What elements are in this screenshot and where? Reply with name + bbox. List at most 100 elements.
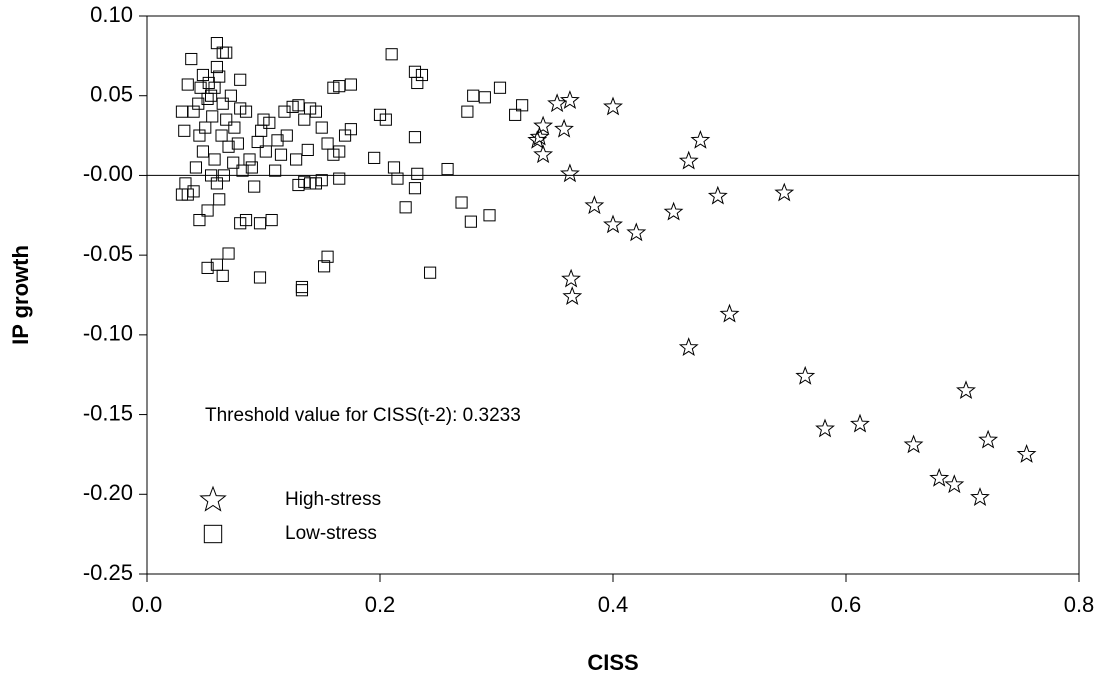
data-point: [189, 161, 203, 174]
data-point: [678, 337, 699, 357]
data-point: [271, 134, 284, 147]
data-point: [193, 129, 206, 142]
data-point: [626, 222, 647, 242]
data-point: [424, 266, 437, 279]
data-point: [179, 177, 192, 190]
data-point: [215, 129, 228, 142]
data-point: [559, 163, 580, 183]
x-tick-label: 0.2: [365, 592, 396, 617]
data-point: [265, 213, 278, 227]
data-point: [278, 105, 291, 118]
data-point: [455, 196, 468, 209]
data-point: [185, 52, 198, 66]
data-point: [368, 151, 381, 164]
x-tick-label: 0.0: [132, 592, 163, 617]
data-point: [533, 144, 554, 164]
data-point: [201, 204, 214, 217]
data-point: [295, 284, 309, 297]
y-tick-label: -0.10: [83, 321, 133, 346]
y-tick-label: -0.20: [83, 480, 133, 505]
data-point: [217, 169, 230, 182]
data-point: [204, 89, 218, 102]
data-point: [903, 434, 924, 454]
data-point: [584, 195, 605, 215]
data-point: [216, 97, 229, 110]
data-point: [411, 167, 424, 180]
data-point: [533, 115, 554, 135]
data-point: [493, 81, 507, 94]
data-point: [795, 365, 816, 385]
data-point: [255, 124, 268, 137]
data-point: [562, 286, 583, 306]
annotation: Threshold value for CISS(t-2): 0.3233: [205, 405, 521, 426]
legend-marker: [199, 485, 227, 512]
data-point: [236, 164, 249, 177]
data-point: [220, 113, 233, 126]
x-tick-label: 0.8: [1064, 592, 1095, 617]
data-point: [815, 418, 835, 438]
data-point: [239, 213, 253, 227]
data-point: [678, 150, 699, 170]
data-point: [944, 474, 965, 494]
data-point: [321, 250, 334, 263]
data-point: [213, 193, 226, 206]
y-tick-label: -0.00: [83, 161, 133, 186]
data-point: [298, 113, 311, 126]
data-point: [269, 164, 282, 177]
data-point: [707, 185, 728, 205]
data-point: [243, 153, 256, 166]
data-point: [850, 413, 870, 433]
data-point: [206, 110, 219, 123]
data-point: [222, 247, 235, 260]
data-point: [292, 178, 305, 192]
data-point: [175, 105, 189, 118]
data-point: [196, 145, 209, 158]
data-point: [234, 102, 247, 115]
data-point: [399, 201, 412, 214]
data-point: [970, 487, 990, 506]
legend-label: High-stress: [285, 489, 381, 510]
data-point: [333, 172, 346, 185]
data-point: [379, 113, 392, 126]
x-tick-label: 0.6: [831, 592, 862, 617]
data-point: [295, 280, 309, 294]
data-point: [690, 129, 711, 149]
data-point: [774, 182, 795, 202]
data-point: [956, 380, 976, 400]
legend-label: Low-stress: [285, 523, 377, 544]
data-point: [201, 261, 214, 274]
data-point: [201, 92, 214, 105]
data-point: [478, 91, 491, 104]
data-point: [253, 217, 267, 230]
data-point: [391, 172, 404, 185]
data-point: [387, 161, 401, 174]
data-point: [338, 129, 352, 142]
data-point: [274, 148, 288, 161]
data-point: [202, 76, 215, 90]
data-point: [318, 260, 331, 273]
data-point: [210, 258, 223, 271]
data-point: [193, 213, 206, 227]
y-tick-label: -0.05: [83, 241, 133, 266]
data-point: [547, 93, 567, 113]
data-point: [321, 137, 334, 150]
data-point: [245, 161, 258, 174]
data-point: [385, 48, 398, 61]
data-point: [253, 271, 267, 284]
y-tick-label: -0.15: [83, 400, 133, 425]
data-point: [210, 60, 223, 74]
x-tick-label: 0.4: [598, 592, 629, 617]
data-point: [554, 118, 574, 138]
data-point: [516, 99, 529, 112]
data-point: [561, 268, 581, 288]
data-point: [603, 96, 623, 116]
data-point: [559, 90, 580, 109]
data-point: [464, 215, 477, 228]
data-point: [929, 467, 950, 487]
data-point: [231, 137, 244, 150]
data-point: [1016, 443, 1037, 463]
data-point: [227, 156, 240, 169]
data-point: [509, 108, 522, 121]
y-tick-label: 0.10: [90, 2, 133, 27]
